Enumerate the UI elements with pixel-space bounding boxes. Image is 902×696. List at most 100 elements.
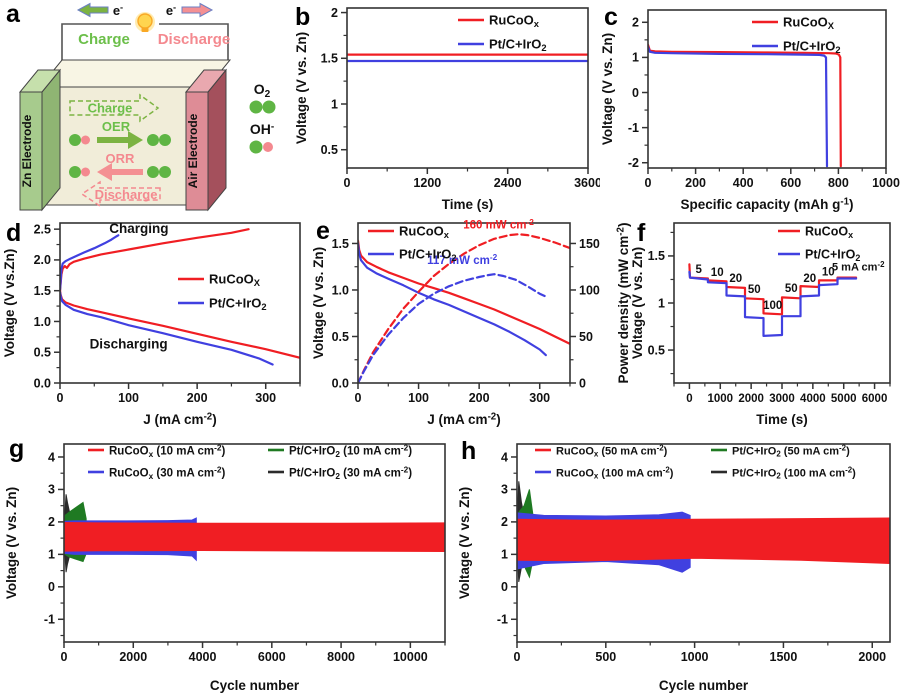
x-axis: 0 200 400 600 800 1000 bbox=[645, 168, 900, 190]
panel-label-d: d bbox=[6, 219, 22, 247]
y-tick-label: 0.5 bbox=[332, 330, 349, 344]
y-axis: -2 -1 0 1 2 bbox=[628, 16, 648, 170]
x-axis: 0 500 1000 1500 2000 bbox=[514, 642, 886, 664]
y-axis: 0.5 1 1.5 2 bbox=[321, 6, 347, 157]
x-tick-label: 800 bbox=[828, 176, 849, 190]
panel-label-c: c bbox=[604, 3, 618, 31]
series-Pt/C+IrO2 rate steps bbox=[688, 270, 858, 337]
series-RuCoOx 10 band bbox=[64, 522, 445, 552]
y-axis: -1 0 1 2 3 4 bbox=[44, 450, 64, 637]
orr-product-pink-dot bbox=[81, 167, 90, 177]
oh-ion-pink-dot bbox=[81, 135, 90, 145]
x-tick-label: 1000 bbox=[707, 393, 733, 405]
y-tick-label: 1.5 bbox=[648, 249, 665, 263]
annotation: 117 mW cm-2 bbox=[427, 253, 497, 267]
y-tick-label: 1 bbox=[632, 51, 639, 65]
panel-label-e: e bbox=[316, 217, 330, 245]
legend-label: RuCoOX bbox=[783, 14, 835, 31]
y-tick-label: 1.5 bbox=[332, 237, 349, 251]
series-RuCoOx bbox=[648, 43, 842, 168]
discharge-direction-arrow-icon bbox=[80, 180, 161, 208]
battery-schematic: e-e- Charge Discharge Zn Electrode Air Elect… bbox=[18, 2, 276, 212]
y-tick-label: -1 bbox=[628, 121, 639, 135]
y-axis-title: Voltage (V vs. Zn) bbox=[630, 247, 645, 359]
x-tick-label: 0 bbox=[514, 650, 521, 664]
x-tick-label: 1000 bbox=[681, 650, 709, 664]
x-tick-label: 1200 bbox=[413, 176, 441, 190]
annotation: 50 bbox=[748, 284, 761, 296]
y-axis-title: Voltage (V vs. Zn) bbox=[311, 247, 326, 359]
chart-e: 0 100 200 300 0.0 0.5 1.0 1.5 0 50 100 150 Power den… bbox=[311, 218, 631, 427]
series-Pt/C+IrO2 discharging bbox=[60, 290, 274, 366]
orr-o2-dot-1 bbox=[147, 166, 159, 178]
chart-b: 0 1200 2400 3600 0.5 1 1.5 2 Time (s) Voltage (V … bbox=[294, 6, 602, 212]
x-tick-label: 4000 bbox=[800, 393, 826, 405]
x-axis: 0 100 200 300 bbox=[355, 383, 571, 405]
light-bulb-icon bbox=[137, 13, 153, 29]
orr-arrow-icon bbox=[97, 163, 143, 181]
plot-frame bbox=[59, 222, 301, 384]
y-tick-label: 1.5 bbox=[321, 52, 338, 66]
annotation: 10 bbox=[822, 267, 835, 279]
plot-area bbox=[688, 263, 858, 337]
panel-g-cycling-chart: 0 2000 4000 6000 8000 10000 -1 0 1 2 3 4 Cycle numbe… bbox=[0, 430, 455, 696]
y-axis-title: Voltage (V vs. Zn) bbox=[457, 487, 472, 599]
orr-label: ORR bbox=[106, 151, 136, 166]
legend-label: Pt/C+IrO2 (30 mA cm-2) bbox=[289, 466, 412, 481]
charge-direction-arrow-icon bbox=[69, 93, 160, 123]
plot-frame bbox=[63, 443, 446, 643]
legend-label: Pt/C+IrO2 (50 mA cm-2) bbox=[732, 444, 850, 459]
annotation: 5 bbox=[695, 264, 702, 276]
legend-label: RuCoOx (10 mA cm-2) bbox=[109, 444, 226, 459]
oh-legend-green-dot bbox=[249, 140, 263, 154]
o2-dot-1 bbox=[147, 134, 159, 146]
chart-c: 0 200 400 600 800 1000 -2 -1 0 1 2 Specific capacit… bbox=[600, 9, 900, 212]
y-tick-label: 2 bbox=[632, 16, 639, 30]
y-axis-title: Voltage (V vs.Zn) bbox=[2, 249, 17, 358]
y-tick-label: 4 bbox=[501, 450, 508, 464]
legend-label: RuCoOx bbox=[399, 223, 450, 240]
annotation: Discharging bbox=[90, 337, 168, 352]
x-tick-label: 1500 bbox=[770, 650, 798, 664]
bulb-base bbox=[141, 27, 149, 32]
oer-label: OER bbox=[102, 119, 131, 134]
x-tick-label: 300 bbox=[529, 391, 550, 405]
x-tick-label: 6000 bbox=[862, 393, 888, 405]
electron-label-left: e- bbox=[113, 3, 123, 18]
plot-area bbox=[60, 228, 300, 366]
electron-flow-right-arrow-icon bbox=[181, 2, 214, 18]
x-axis-title: J (mA cm-2) bbox=[143, 412, 216, 427]
y-tick-label: 0.0 bbox=[34, 376, 51, 390]
y-axis-title: Voltage (V vs. Zn) bbox=[294, 32, 309, 144]
legend: RuCoOX Pt/C+IrO2 bbox=[178, 271, 267, 312]
y-tick-label: 0 bbox=[48, 580, 55, 594]
legend-label: Pt/C+IrO2 bbox=[805, 247, 860, 263]
oer-arrow-icon bbox=[97, 131, 143, 149]
panel-a-battery-schematic: e-e- Charge Discharge Zn Electrode Air Elect… bbox=[0, 0, 290, 215]
plot-area bbox=[358, 233, 570, 383]
plot-frame bbox=[346, 7, 589, 169]
legend-label: Pt/C+IrO2 bbox=[783, 38, 841, 55]
o2-legend-dot-2 bbox=[262, 100, 276, 114]
annotation: 10 bbox=[711, 267, 724, 279]
y-axis-title: Voltage (V vs. Zn) bbox=[600, 33, 615, 145]
x-tick-label: 0 bbox=[355, 391, 362, 405]
x-tick-label: 5000 bbox=[831, 393, 857, 405]
panel-label-f: f bbox=[637, 219, 646, 247]
legend-label: Pt/C+IrO2 bbox=[209, 295, 267, 312]
chart-h: 0 500 1000 1500 2000 -1 0 1 2 3 4 Cycle number Volta… bbox=[457, 443, 891, 693]
panel-label-g: g bbox=[9, 435, 25, 463]
o2-dot-2 bbox=[159, 134, 171, 146]
series-RuCoOx 50 band bbox=[517, 517, 890, 564]
x-tick-label: 600 bbox=[780, 176, 801, 190]
annotation: 20 bbox=[729, 273, 742, 285]
panel-h-cycling-chart: 0 500 1000 1500 2000 -1 0 1 2 3 4 Cycle number Volta… bbox=[455, 430, 902, 696]
annotation: Charging bbox=[109, 221, 168, 236]
y-tick-label: -2 bbox=[628, 156, 639, 170]
oh-legend-pink-dot bbox=[263, 142, 273, 152]
legend-label: Pt/C+IrO2 (10 mA cm-2) bbox=[289, 444, 412, 459]
plot-area bbox=[64, 494, 445, 573]
x-tick-label: 2400 bbox=[494, 176, 522, 190]
electron-flow-left-arrow-icon bbox=[76, 2, 109, 18]
x-tick-label: 0 bbox=[645, 176, 652, 190]
